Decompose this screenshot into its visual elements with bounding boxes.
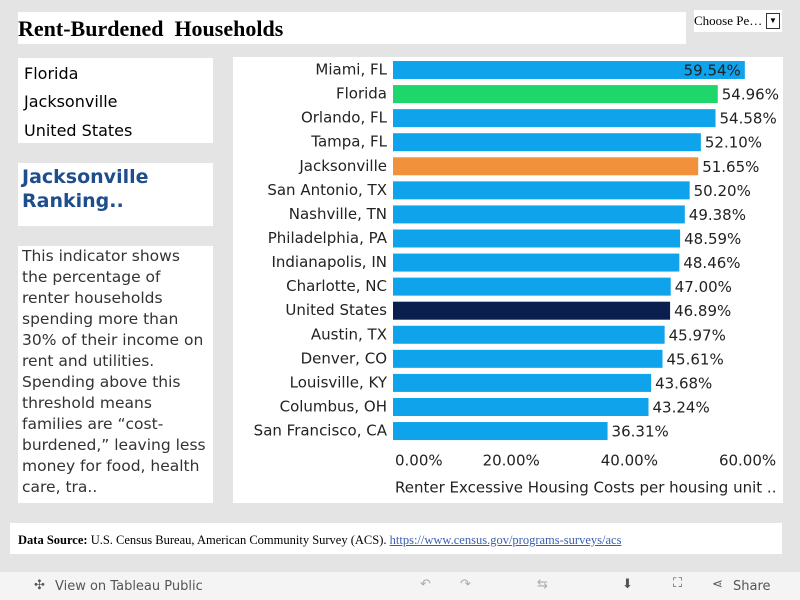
- x-tick-label: 20.00%: [483, 452, 540, 470]
- dropdown-button[interactable]: ▼: [766, 13, 780, 29]
- value-label: 54.96%: [722, 86, 779, 104]
- y-tick-label: Austin, TX: [311, 325, 387, 343]
- bar: [393, 229, 681, 248]
- value-label: 59.54%: [684, 62, 741, 80]
- value-label: 46.89%: [674, 302, 731, 320]
- value-label: 54.58%: [720, 110, 777, 128]
- undo[interactable]: ↶: [420, 577, 431, 592]
- x-axis-title: Renter Excessive Housing Costs per housi…: [395, 479, 776, 497]
- bar: [393, 325, 665, 344]
- toolbar: ✣ View on Tableau Public ↶ ↷ ⇆ ⬇ ⛶ ⋖ Sha…: [0, 572, 800, 600]
- download[interactable]: ⬇: [622, 577, 633, 592]
- dropdown[interactable]: Choose Pe… ▼: [694, 10, 782, 32]
- y-tick-label: Tampa, FL: [310, 133, 387, 151]
- y-tick-label: Jacksonville: [298, 157, 387, 175]
- bar: [393, 61, 745, 79]
- y-tick-label: Philadelphia, PA: [268, 229, 388, 247]
- ranking-panel: Jacksonville Ranking..: [18, 163, 213, 226]
- source-text: U.S. Census Bureau, American Community S…: [90, 533, 387, 547]
- x-tick-label: 60.00%: [719, 452, 776, 470]
- legend-item[interactable]: Jacksonville: [24, 92, 118, 111]
- bar: [393, 133, 701, 152]
- revert[interactable]: ⇆: [537, 577, 548, 592]
- value-label: 51.65%: [702, 158, 759, 176]
- value-label: 52.10%: [705, 134, 762, 152]
- description: This indicator shows the percentage of r…: [22, 247, 206, 496]
- value-label: 45.61%: [667, 350, 724, 368]
- value-label: 45.97%: [669, 326, 726, 344]
- y-tick-label: United States: [285, 301, 387, 319]
- bar: [393, 277, 671, 296]
- y-tick-label: Indianapolis, IN: [271, 253, 387, 271]
- source-link[interactable]: https://www.census.gov/programs-surveys/…: [389, 533, 622, 547]
- bar: [393, 422, 608, 441]
- x-tick-label: 40.00%: [601, 452, 658, 470]
- bar: [393, 85, 718, 104]
- y-tick-label: Nashville, TN: [289, 205, 387, 223]
- share-icon: ⋖: [712, 577, 723, 592]
- description-panel: This indicator shows the percentage of r…: [18, 246, 213, 503]
- fullscreen[interactable]: ⛶: [673, 576, 683, 591]
- redo[interactable]: ↷: [460, 577, 471, 592]
- bar: [393, 397, 649, 416]
- y-tick-label: Columbus, OH: [280, 397, 387, 415]
- y-tick-label: Florida: [336, 85, 387, 103]
- dropdown-text: Choose Pe…: [694, 13, 763, 28]
- y-tick-label: Denver, CO: [301, 349, 387, 367]
- bar: [393, 349, 663, 368]
- value-label: 47.00%: [675, 278, 732, 296]
- y-tick-label: Orlando, FL: [301, 109, 388, 127]
- x-tick-label: 0.00%: [395, 452, 443, 470]
- bar: [393, 109, 716, 128]
- value-label: 48.46%: [683, 254, 740, 272]
- bar: [393, 181, 690, 200]
- y-tick-label: San Antonio, TX: [267, 181, 387, 199]
- legend-item[interactable]: United States: [24, 121, 133, 140]
- legend: Florida Jacksonville United States: [18, 58, 213, 143]
- legend-item[interactable]: Florida: [24, 64, 79, 83]
- view-link[interactable]: View on Tableau Public: [55, 579, 203, 594]
- value-label: 49.38%: [689, 206, 746, 224]
- value-label: 36.31%: [612, 423, 669, 441]
- bar: [393, 205, 685, 224]
- source-label: Data Source:: [18, 533, 88, 547]
- value-label: 43.68%: [655, 374, 712, 392]
- source-panel: Data Source: U.S. Census Bureau, America…: [10, 523, 782, 554]
- y-tick-label: Miami, FL: [315, 61, 387, 79]
- chart: Renter Excessive Housing Costs per housi…: [233, 57, 783, 503]
- bar: [393, 157, 699, 176]
- value-label: 50.20%: [694, 182, 751, 200]
- value-label: 48.59%: [684, 230, 741, 248]
- y-tick-label: Louisville, KY: [290, 373, 388, 391]
- value-label: 43.24%: [653, 398, 710, 416]
- title: Rent-Burdened Households: [18, 12, 686, 44]
- share[interactable]: Share: [733, 579, 771, 594]
- y-tick-label: Charlotte, NC: [286, 277, 387, 295]
- ranking-title: Jacksonville Ranking..: [22, 166, 149, 212]
- bar: [393, 301, 671, 320]
- tableau-icon: ✣: [34, 578, 45, 593]
- bar: [393, 373, 652, 392]
- y-tick-label: San Francisco, CA: [254, 422, 388, 440]
- bar: [393, 253, 680, 272]
